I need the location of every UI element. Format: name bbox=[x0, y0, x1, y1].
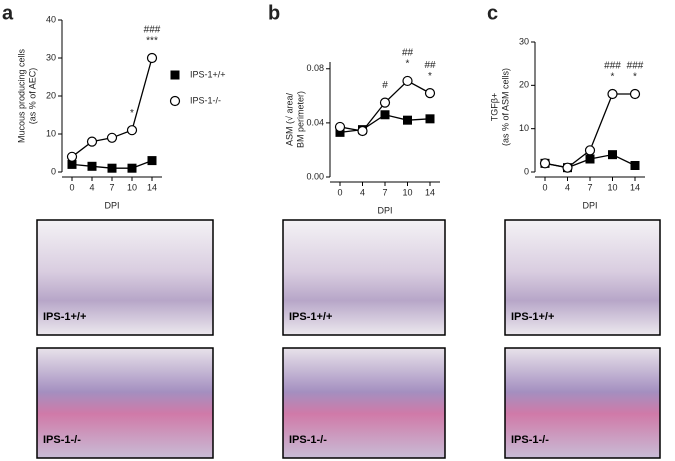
marker bbox=[608, 150, 617, 160]
legend-label: IPS-1-/- bbox=[190, 95, 221, 105]
marker bbox=[403, 115, 412, 125]
annotation: ### bbox=[604, 61, 621, 72]
micrograph-label: IPS-1-/- bbox=[511, 434, 549, 446]
annotation: * bbox=[130, 108, 134, 119]
micrograph-label: IPS-1-/- bbox=[43, 434, 81, 446]
x-tick-label: 4 bbox=[565, 182, 570, 192]
marker bbox=[425, 114, 435, 124]
annotation: ## bbox=[402, 48, 414, 59]
panel-label: c bbox=[487, 2, 498, 24]
x-tick-label: 14 bbox=[630, 182, 640, 192]
marker bbox=[147, 156, 157, 166]
x-tick-label: 10 bbox=[127, 182, 137, 192]
annotation: *** bbox=[146, 36, 158, 47]
marker bbox=[334, 121, 346, 133]
marker bbox=[584, 145, 596, 156]
y-tick-label: 0.00 bbox=[306, 171, 324, 181]
x-tick-label: 10 bbox=[607, 182, 617, 192]
micrograph-label: IPS-1+/+ bbox=[43, 311, 86, 323]
y-tick-label: 10 bbox=[46, 128, 56, 138]
annotation: ## bbox=[424, 60, 436, 71]
x-tick-label: 4 bbox=[89, 182, 94, 192]
y-tick-label: 0 bbox=[524, 166, 529, 176]
marker bbox=[539, 158, 551, 169]
marker bbox=[380, 110, 390, 120]
y-axis-label: ASM (√ area/ bbox=[284, 93, 294, 146]
x-tick-label: 7 bbox=[382, 187, 387, 197]
x-tick-label: 7 bbox=[587, 182, 592, 192]
x-tick-label: 4 bbox=[360, 187, 365, 197]
marker bbox=[66, 151, 78, 162]
y-axis-label: BM perimeter) bbox=[295, 91, 305, 148]
annotation: * bbox=[611, 72, 615, 83]
x-tick-label: 10 bbox=[402, 187, 412, 197]
micrograph-label: IPS-1+/+ bbox=[511, 311, 554, 323]
y-tick-label: 20 bbox=[519, 80, 529, 90]
marker bbox=[170, 70, 180, 80]
annotation: ### bbox=[627, 61, 644, 72]
y-axis-label: (as % of ASM cells) bbox=[500, 68, 510, 146]
y-tick-label: 20 bbox=[46, 90, 56, 100]
x-tick-label: 0 bbox=[337, 187, 342, 197]
x-tick-label: 7 bbox=[109, 182, 114, 192]
panel-label: b bbox=[268, 2, 280, 24]
legend-label: IPS-1+/+ bbox=[190, 69, 226, 79]
marker bbox=[87, 161, 97, 171]
micrograph-label: IPS-1+/+ bbox=[289, 311, 332, 323]
y-tick-label: 0 bbox=[51, 166, 56, 176]
marker bbox=[607, 88, 618, 100]
micrograph bbox=[504, 219, 661, 336]
micrograph bbox=[282, 219, 446, 336]
x-tick-label: 14 bbox=[425, 187, 435, 197]
marker bbox=[630, 161, 640, 170]
marker bbox=[402, 75, 413, 87]
x-axis-label: DPI bbox=[377, 205, 392, 215]
micrograph bbox=[36, 219, 214, 336]
marker bbox=[562, 162, 573, 173]
y-axis-label: (as % of AEC) bbox=[27, 68, 37, 125]
x-tick-label: 14 bbox=[147, 182, 157, 192]
marker bbox=[146, 52, 158, 64]
y-tick-label: 0.04 bbox=[306, 117, 324, 127]
x-tick-label: 0 bbox=[542, 182, 547, 192]
marker bbox=[424, 88, 436, 99]
y-tick-label: 10 bbox=[519, 123, 529, 133]
x-tick-label: 0 bbox=[69, 182, 74, 192]
marker bbox=[106, 132, 118, 143]
marker bbox=[357, 125, 368, 137]
marker bbox=[127, 163, 137, 173]
marker bbox=[126, 125, 138, 136]
micrograph-label: IPS-1-/- bbox=[289, 434, 327, 446]
y-tick-label: 0.08 bbox=[306, 63, 324, 73]
micrograph bbox=[504, 347, 661, 459]
x-axis-label: DPI bbox=[582, 200, 597, 210]
y-axis-label: Mucous producing cells bbox=[16, 48, 26, 143]
annotation: * bbox=[633, 72, 637, 83]
marker bbox=[379, 97, 391, 108]
marker bbox=[585, 154, 595, 164]
marker bbox=[629, 88, 641, 100]
micrograph bbox=[36, 347, 214, 459]
y-axis-label: TGFβ+ bbox=[489, 93, 499, 121]
micrograph bbox=[282, 347, 446, 459]
y-tick-label: 30 bbox=[46, 52, 56, 62]
marker bbox=[107, 163, 117, 173]
x-axis-label: DPI bbox=[104, 200, 119, 210]
y-tick-label: 30 bbox=[519, 36, 529, 46]
annotation: ### bbox=[144, 25, 161, 36]
y-tick-label: 40 bbox=[46, 14, 56, 24]
annotation: * bbox=[406, 59, 410, 70]
panel-label: a bbox=[2, 2, 14, 24]
marker bbox=[86, 136, 98, 147]
annotation: * bbox=[428, 71, 432, 82]
marker bbox=[169, 95, 181, 107]
annotation: # bbox=[382, 80, 388, 91]
